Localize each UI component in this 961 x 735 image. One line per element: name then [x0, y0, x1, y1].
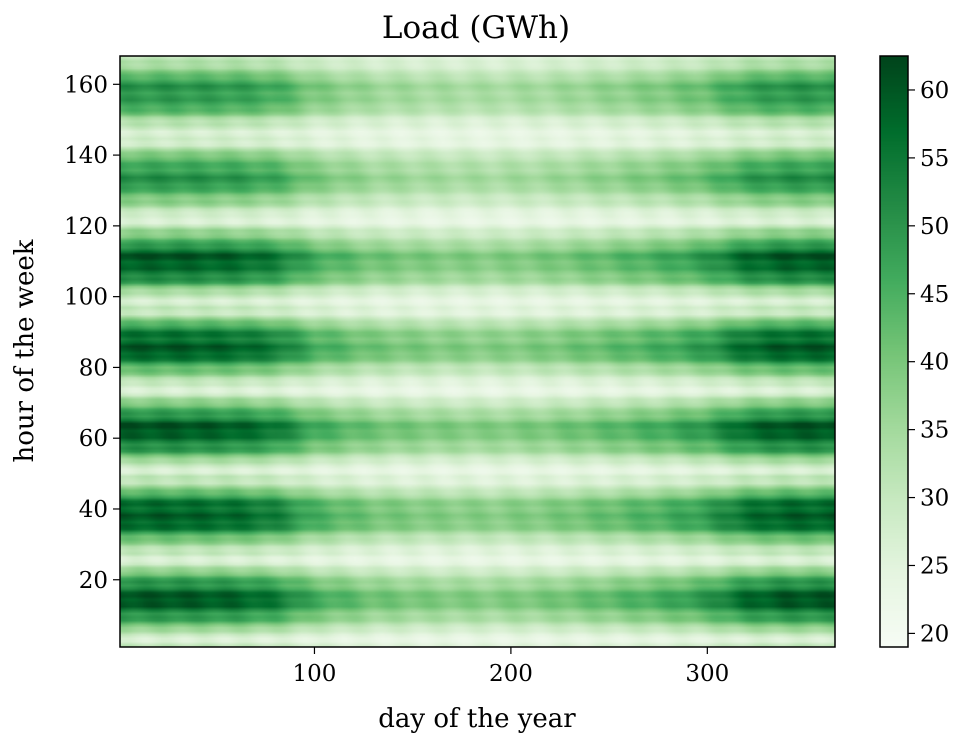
colorbar-ticks: 20 25 30 35 40 45 50 55 60	[908, 78, 949, 647]
colorbar-tick-label: 50	[920, 214, 949, 240]
colorbar-tick-label: 40	[920, 350, 949, 376]
colorbar-tick-label: 35	[920, 418, 949, 444]
colorbar-tick-label: 60	[920, 78, 949, 104]
plot-area	[119, 55, 836, 648]
y-tick-label: 160	[64, 72, 108, 98]
chart-title: Load (GWh)	[382, 10, 570, 46]
colorbar-frame	[879, 55, 909, 648]
y-tick-label: 140	[64, 143, 108, 169]
colorbar: 20 25 30 35 40 45 50 55 60	[879, 55, 949, 648]
y-tick-label: 100	[64, 285, 108, 311]
y-tick-label: 120	[64, 214, 108, 240]
y-axis-label: hour of the week	[10, 239, 40, 462]
colorbar-gradient	[880, 56, 908, 647]
x-tick-label: 100	[293, 661, 337, 687]
y-tick-label: 80	[79, 355, 108, 381]
colorbar-tick-label: 25	[920, 553, 949, 579]
plot-frame	[119, 55, 836, 648]
y-axis: 20 40 60 80 100 120 140 160	[64, 72, 120, 594]
colorbar-tick-label: 30	[920, 486, 949, 512]
colorbar-tick-label: 45	[920, 282, 949, 308]
colorbar-tick-label: 20	[920, 621, 949, 647]
y-tick-label: 60	[79, 426, 108, 452]
y-tick-label: 20	[79, 568, 108, 594]
heatmap-image	[120, 56, 835, 647]
x-axis: 100 200 300	[293, 647, 729, 687]
colorbar-tick-label: 55	[920, 146, 949, 172]
y-tick-label: 40	[79, 497, 108, 523]
x-tick-label: 200	[489, 661, 533, 687]
x-axis-label: day of the year	[378, 704, 576, 734]
x-tick-label: 300	[685, 661, 729, 687]
